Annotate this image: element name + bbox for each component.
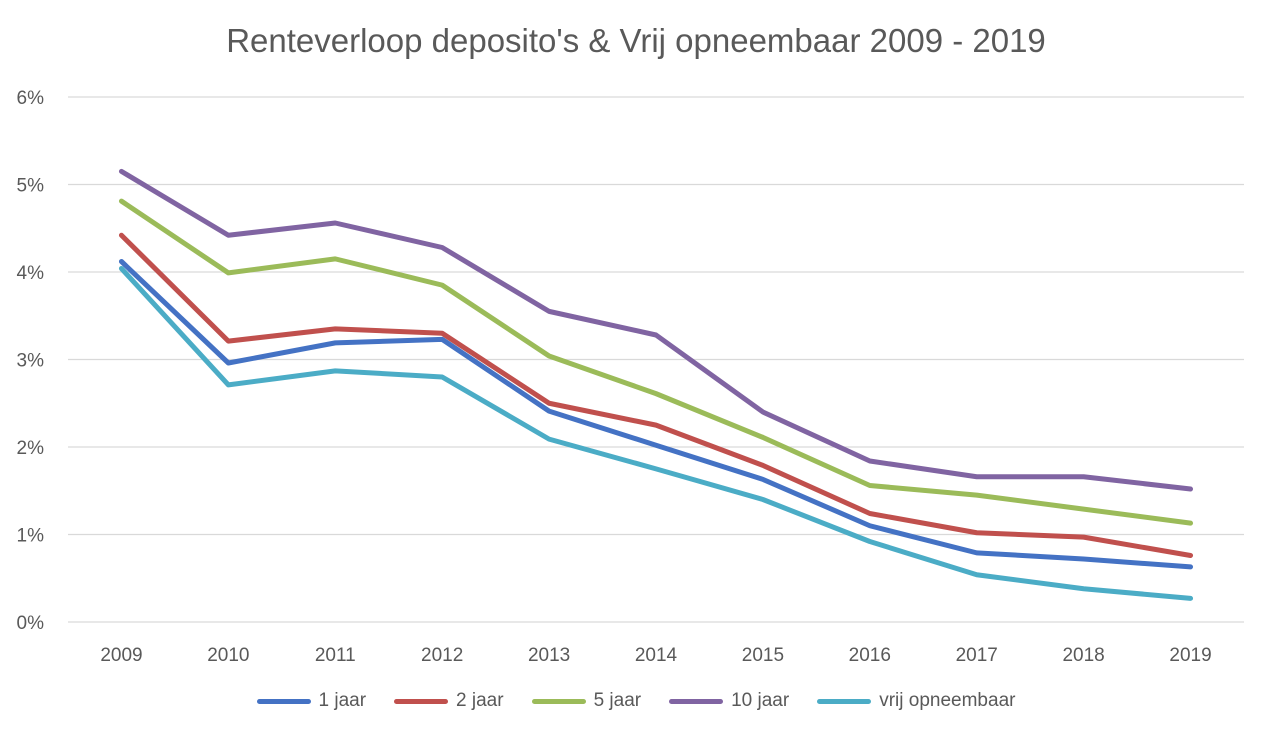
- x-axis-ticks: 2009 2010 2011 2012 2013 2014 2015 2016 2017 2018…: [100, 645, 1211, 666]
- x-tick-label: 2012: [421, 645, 463, 666]
- legend-swatch: [256, 698, 311, 704]
- legend-item: 2 jaar: [394, 690, 504, 712]
- legend-swatch: [531, 698, 586, 704]
- y-tick-label: 2%: [17, 438, 45, 459]
- x-tick-label: 2019: [1169, 645, 1211, 666]
- series-line-4: [118, 266, 1194, 601]
- x-tick-label: 2014: [635, 645, 678, 666]
- legend: 1 jaar 2 jaar 5 jaar 10 jaar vrij opneembaar: [0, 690, 1272, 712]
- legend-swatch: [669, 698, 724, 704]
- legend-swatch: [817, 698, 872, 704]
- y-tick-label: 0%: [17, 613, 45, 634]
- x-tick-label: 2013: [528, 645, 570, 666]
- series-line-2: [118, 198, 1194, 526]
- y-tick-label: 3%: [17, 351, 45, 372]
- legend-label: vrij opneembaar: [879, 690, 1016, 711]
- series-lines: [118, 168, 1194, 601]
- x-tick-label: 2010: [207, 645, 249, 666]
- x-tick-label: 2015: [742, 645, 784, 666]
- chart-title: Renteverloop deposito's & Vrij opneembaa…: [226, 22, 1046, 59]
- legend-label: 10 jaar: [731, 690, 790, 711]
- y-axis-ticks: 0% 1% 2% 3% 4% 5% 6%: [17, 88, 45, 634]
- legend-item: vrij opneembaar: [817, 690, 1015, 712]
- legend-swatch: [394, 698, 449, 704]
- line-chart: 0%1%2%3%4%5%6% 2009 2010 2011 2012 2013 2014 2…: [17, 88, 1244, 666]
- legend-label: 1 jaar: [318, 690, 367, 711]
- x-tick-label: 2017: [956, 645, 998, 666]
- x-tick-label: 2009: [100, 645, 142, 666]
- legend-item: 5 jaar: [531, 690, 642, 712]
- x-tick-label: 2016: [849, 645, 891, 666]
- legend-item: 10 jaar: [669, 690, 789, 712]
- x-tick-label: 2018: [1062, 645, 1104, 666]
- legend-item: 1 jaar: [256, 690, 367, 712]
- series-line-3: [118, 168, 1194, 492]
- legend-label: 2 jaar: [456, 690, 504, 711]
- y-tick-label: 4%: [17, 263, 45, 284]
- series-line-1: [118, 232, 1194, 558]
- y-tick-label: 6%: [17, 88, 45, 109]
- series-line-0: [118, 259, 1194, 570]
- legend-label: 5 jaar: [593, 690, 642, 711]
- x-tick-label: 2011: [315, 645, 356, 666]
- y-tick-label: 1%: [17, 526, 45, 547]
- y-tick-label: 5%: [17, 176, 45, 197]
